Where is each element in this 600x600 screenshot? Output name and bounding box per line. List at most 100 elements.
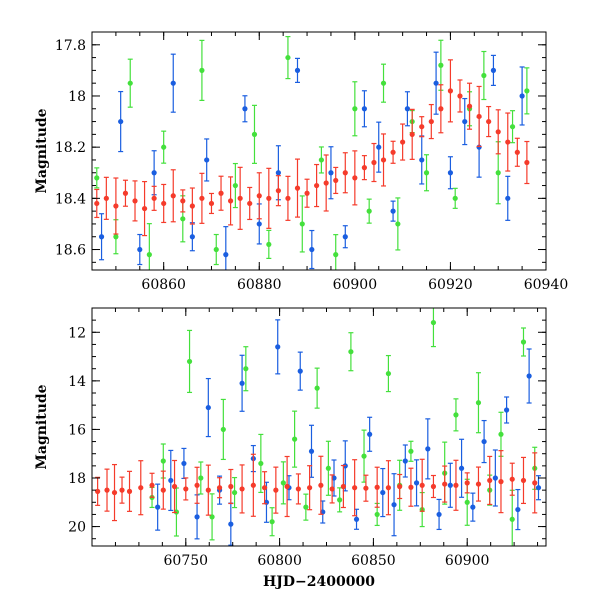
- top-red-point: [514, 149, 520, 155]
- bottom-red-point: [397, 483, 403, 490]
- top-green-point: [509, 124, 516, 130]
- top-red-point: [103, 195, 109, 201]
- bottom-blue-point: [194, 514, 200, 520]
- top-blue-point: [137, 246, 143, 253]
- bottom-x-tick-label: 60750: [164, 553, 209, 569]
- bottom-green-point: [509, 516, 515, 522]
- top-red-point: [457, 93, 463, 99]
- bottom-green-point: [520, 339, 527, 345]
- bottom-red-point: [442, 481, 448, 487]
- top-blue-point: [342, 234, 348, 240]
- top-red-point: [256, 193, 262, 199]
- top-green-point: [266, 241, 272, 248]
- bottom-red-point: [509, 476, 515, 482]
- bottom-blue-point: [515, 506, 521, 513]
- bottom-y-tick-label: 16: [68, 422, 86, 438]
- bottom-red-point: [239, 486, 245, 492]
- bottom-red-point: [329, 486, 335, 492]
- top-blue-point: [447, 170, 454, 176]
- top-red-point: [438, 106, 444, 112]
- bottom-blue-point: [504, 407, 510, 413]
- bottom-green-point: [453, 412, 459, 418]
- top-green-point: [113, 234, 119, 240]
- top-y-tick-label: 18.6: [55, 243, 86, 259]
- top-red-point: [132, 198, 138, 204]
- bottom-red-point: [216, 485, 223, 491]
- bottom-blue-point: [481, 438, 487, 445]
- top-green-point: [285, 54, 291, 61]
- bottom-red-point: [374, 484, 380, 490]
- bottom-blue-point: [447, 482, 453, 488]
- bottom-red-point: [250, 482, 256, 488]
- top-green-point: [199, 67, 205, 73]
- top-x-tick-label: 60860: [141, 277, 186, 293]
- top-green-point: [495, 170, 501, 176]
- top-red-point: [371, 159, 377, 166]
- bottom-series-red: [95, 450, 538, 522]
- top-blue-point: [505, 195, 511, 201]
- bottom-panel: 60750 60800 60850 60900 12 14 16 18 20 Magnitude H…: [34, 307, 547, 590]
- top-green-point: [395, 221, 401, 227]
- bottom-green-point: [464, 499, 470, 505]
- bottom-red-point: [119, 487, 125, 493]
- bottom-red-point: [194, 482, 200, 488]
- bottom-green-point: [385, 370, 392, 377]
- bottom-green-point: [231, 489, 238, 496]
- top-red-point: [419, 124, 425, 130]
- bottom-red-point: [363, 485, 369, 491]
- bottom-green-point: [361, 453, 367, 459]
- bottom-blue-point: [526, 373, 532, 379]
- top-red-point: [122, 190, 129, 196]
- top-green-point: [366, 208, 372, 214]
- top-red-point: [314, 182, 320, 189]
- bottom-y-axis-title: Magnitude: [34, 384, 50, 469]
- bottom-green-point: [186, 358, 193, 365]
- top-series-blue: [98, 51, 525, 270]
- top-green-point: [333, 252, 339, 258]
- bottom-blue-point: [168, 477, 174, 484]
- top-red-point: [304, 190, 310, 196]
- top-series-green: [94, 35, 530, 270]
- bottom-red-point: [171, 483, 178, 490]
- bottom-red-point: [295, 486, 301, 492]
- bottom-green-point: [220, 426, 226, 433]
- bottom-red-point: [284, 483, 290, 490]
- bottom-blue-point: [367, 431, 373, 437]
- bottom-red-point: [385, 485, 392, 491]
- top-red-point: [151, 195, 157, 201]
- top-blue-point: [98, 234, 105, 240]
- bottom-green-point: [160, 458, 166, 464]
- bottom-blue-point: [425, 446, 431, 452]
- top-green-point: [423, 170, 430, 176]
- top-data-marks: [94, 35, 530, 270]
- bottom-red-point: [487, 477, 493, 484]
- top-red-point: [323, 180, 329, 186]
- top-red-point: [170, 193, 176, 199]
- top-green-point: [161, 144, 167, 150]
- top-red-point: [466, 103, 473, 109]
- top-y-axis-title: Magnitude: [34, 108, 50, 193]
- top-red-point: [141, 205, 148, 212]
- bottom-series-green: [149, 308, 538, 546]
- bottom-green-point: [243, 366, 249, 372]
- bottom-blue-point: [275, 344, 281, 350]
- bottom-green-point: [325, 465, 331, 471]
- top-red-point: [266, 195, 272, 201]
- bottom-red-point: [261, 485, 268, 491]
- top-y-tick-label: 18.4: [55, 191, 86, 207]
- top-green-point: [251, 131, 258, 137]
- top-series-red: [94, 59, 530, 237]
- top-x-tick-label: 60880: [237, 277, 282, 293]
- top-blue-point: [328, 170, 334, 176]
- bottom-red-point: [138, 485, 144, 491]
- bottom-x-tick-label: 60900: [445, 553, 490, 569]
- top-panel: 60860 60880 60900 60920 60940 17.8 18 18.2 18.4 1…: [34, 31, 568, 293]
- bottom-blue-point: [391, 502, 397, 508]
- top-blue-point: [390, 208, 396, 214]
- top-green-point: [94, 175, 100, 181]
- bottom-blue-point: [181, 460, 187, 467]
- bottom-red-point: [453, 482, 459, 488]
- bottom-blue-point: [402, 458, 408, 464]
- top-green-point: [180, 216, 186, 222]
